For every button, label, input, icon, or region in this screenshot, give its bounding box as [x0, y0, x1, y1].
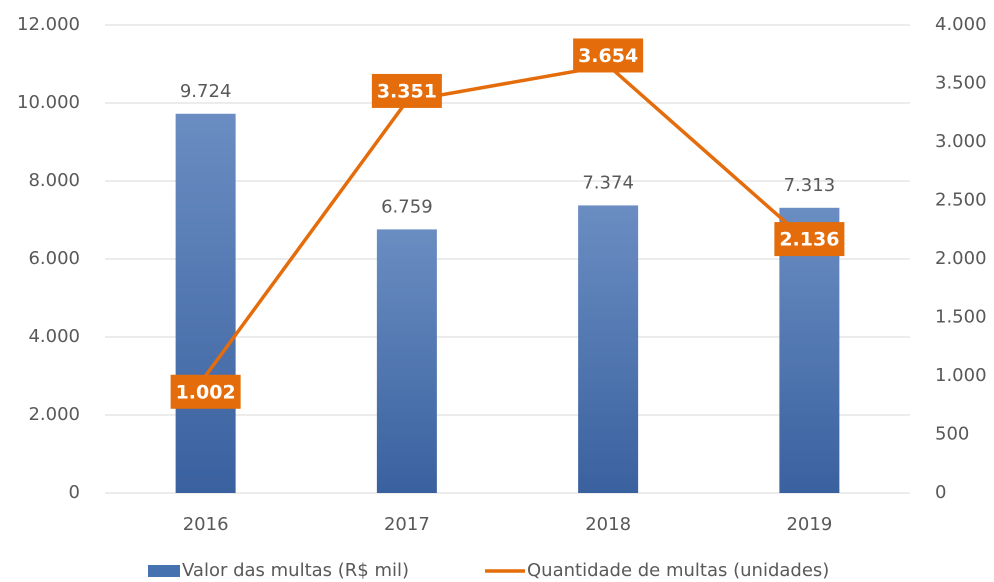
- legend-label: Quantidade de multas (unidades): [527, 560, 829, 581]
- label-box: [774, 222, 845, 257]
- label-box: [170, 374, 241, 409]
- y-tick-label: 6.000: [28, 248, 80, 269]
- bar: [578, 205, 639, 493]
- y2-tick-label: 2.500: [935, 190, 987, 211]
- bar: [175, 113, 236, 493]
- data-label: 9.724: [180, 81, 232, 102]
- x-tick-label: 2017: [384, 514, 430, 535]
- data-label: 3.654: [578, 45, 638, 67]
- data-label: 3.351: [377, 80, 437, 102]
- data-label: 1.002: [176, 381, 236, 403]
- data-label: 7.313: [784, 175, 836, 196]
- data-label: 2.136: [779, 229, 839, 251]
- y-tick-label: 8.000: [28, 170, 80, 191]
- y2-tick-label: 1.000: [935, 365, 987, 386]
- label-box: [371, 73, 442, 108]
- bar: [376, 229, 437, 494]
- label-box: [573, 38, 644, 73]
- legend-swatch: [148, 565, 180, 577]
- y2-tick-label: 0: [935, 482, 946, 503]
- y-tick-label: 4.000: [28, 326, 80, 347]
- line: [204, 63, 811, 377]
- x-tick-label: 2019: [786, 514, 832, 535]
- y2-tick-label: 1.500: [935, 307, 987, 328]
- data-label: 7.374: [582, 172, 634, 193]
- legend-label: Valor das multas (R$ mil): [182, 560, 409, 581]
- y-tick-label: 12.000: [17, 14, 80, 35]
- y2-tick-label: 2.000: [935, 248, 987, 269]
- y-tick-label: 2.000: [28, 404, 80, 425]
- y-tick-label: 10.000: [17, 92, 80, 113]
- y2-tick-label: 4.000: [935, 14, 987, 35]
- y2-tick-label: 3.000: [935, 131, 987, 152]
- data-label: 6.759: [381, 196, 433, 217]
- x-tick-label: 2016: [183, 514, 229, 535]
- y-tick-label: 0: [69, 482, 80, 503]
- y2-tick-label: 500: [935, 424, 969, 445]
- y2-tick-label: 3.500: [935, 73, 987, 94]
- x-tick-label: 2018: [585, 514, 631, 535]
